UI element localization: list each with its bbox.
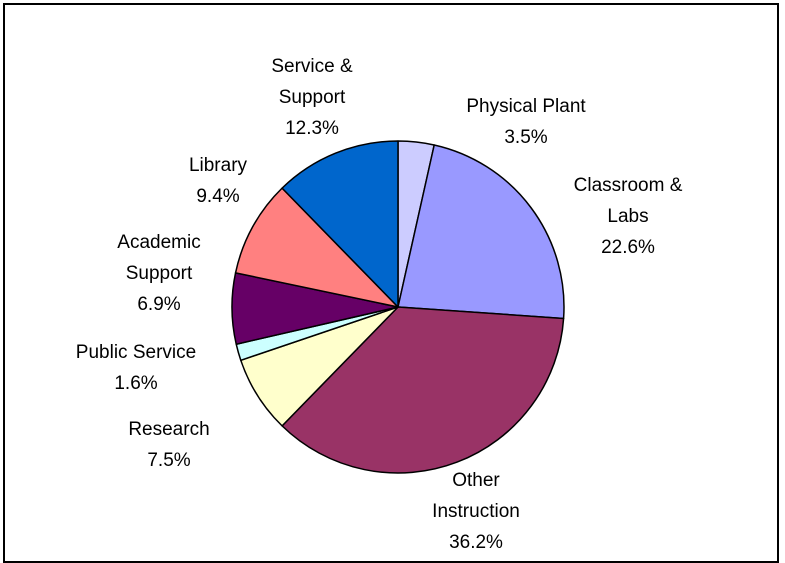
slice-value: 3.5% bbox=[504, 127, 547, 148]
pie-slice-service-support bbox=[281, 140, 399, 308]
slice-label-service-support: Service & Support 12.3% bbox=[271, 56, 353, 139]
pie-slice-library bbox=[234, 187, 399, 308]
slice-name: Labs bbox=[607, 206, 648, 227]
slice-value: 22.6% bbox=[601, 237, 655, 258]
slice-name: Instruction bbox=[432, 501, 520, 522]
pie-slice-other-instruction bbox=[281, 306, 565, 474]
slice-value: 36.2% bbox=[449, 532, 503, 553]
pie-slices bbox=[231, 140, 565, 474]
slice-name: Research bbox=[128, 419, 209, 440]
slice-label-library: Library 9.4% bbox=[189, 155, 248, 207]
slice-label-classroom-labs: Classroom & Labs 22.6% bbox=[574, 175, 683, 258]
slice-label-public-service: Public Service 1.6% bbox=[76, 342, 196, 394]
pie-slice-classroom-labs bbox=[397, 144, 565, 320]
slice-value: 9.4% bbox=[196, 186, 239, 207]
slice-name: Support bbox=[126, 263, 193, 284]
slice-label-academic-support: Academic Support 6.9% bbox=[117, 232, 200, 315]
slice-value: 12.3% bbox=[285, 118, 339, 139]
slice-value: 7.5% bbox=[147, 450, 190, 471]
slice-label-other-instruction: Other Instruction 36.2% bbox=[432, 470, 520, 553]
slice-label-physical-plant: Physical Plant 3.5% bbox=[466, 96, 586, 148]
slice-value: 6.9% bbox=[137, 294, 180, 315]
slice-name: Classroom & bbox=[574, 175, 683, 196]
slice-label-research: Research 7.5% bbox=[128, 419, 209, 471]
slice-value: 1.6% bbox=[114, 373, 157, 394]
slice-name: Service & bbox=[271, 56, 353, 77]
slice-name: Library bbox=[189, 155, 248, 176]
pie-labels: Physical Plant 3.5% Classroom & Labs 22.6% Ot… bbox=[76, 56, 683, 553]
slice-name: Support bbox=[279, 87, 346, 108]
slice-name: Other bbox=[452, 470, 500, 491]
slice-name: Academic bbox=[117, 232, 200, 253]
slice-name: Physical Plant bbox=[466, 96, 586, 117]
slice-name: Public Service bbox=[76, 342, 196, 363]
